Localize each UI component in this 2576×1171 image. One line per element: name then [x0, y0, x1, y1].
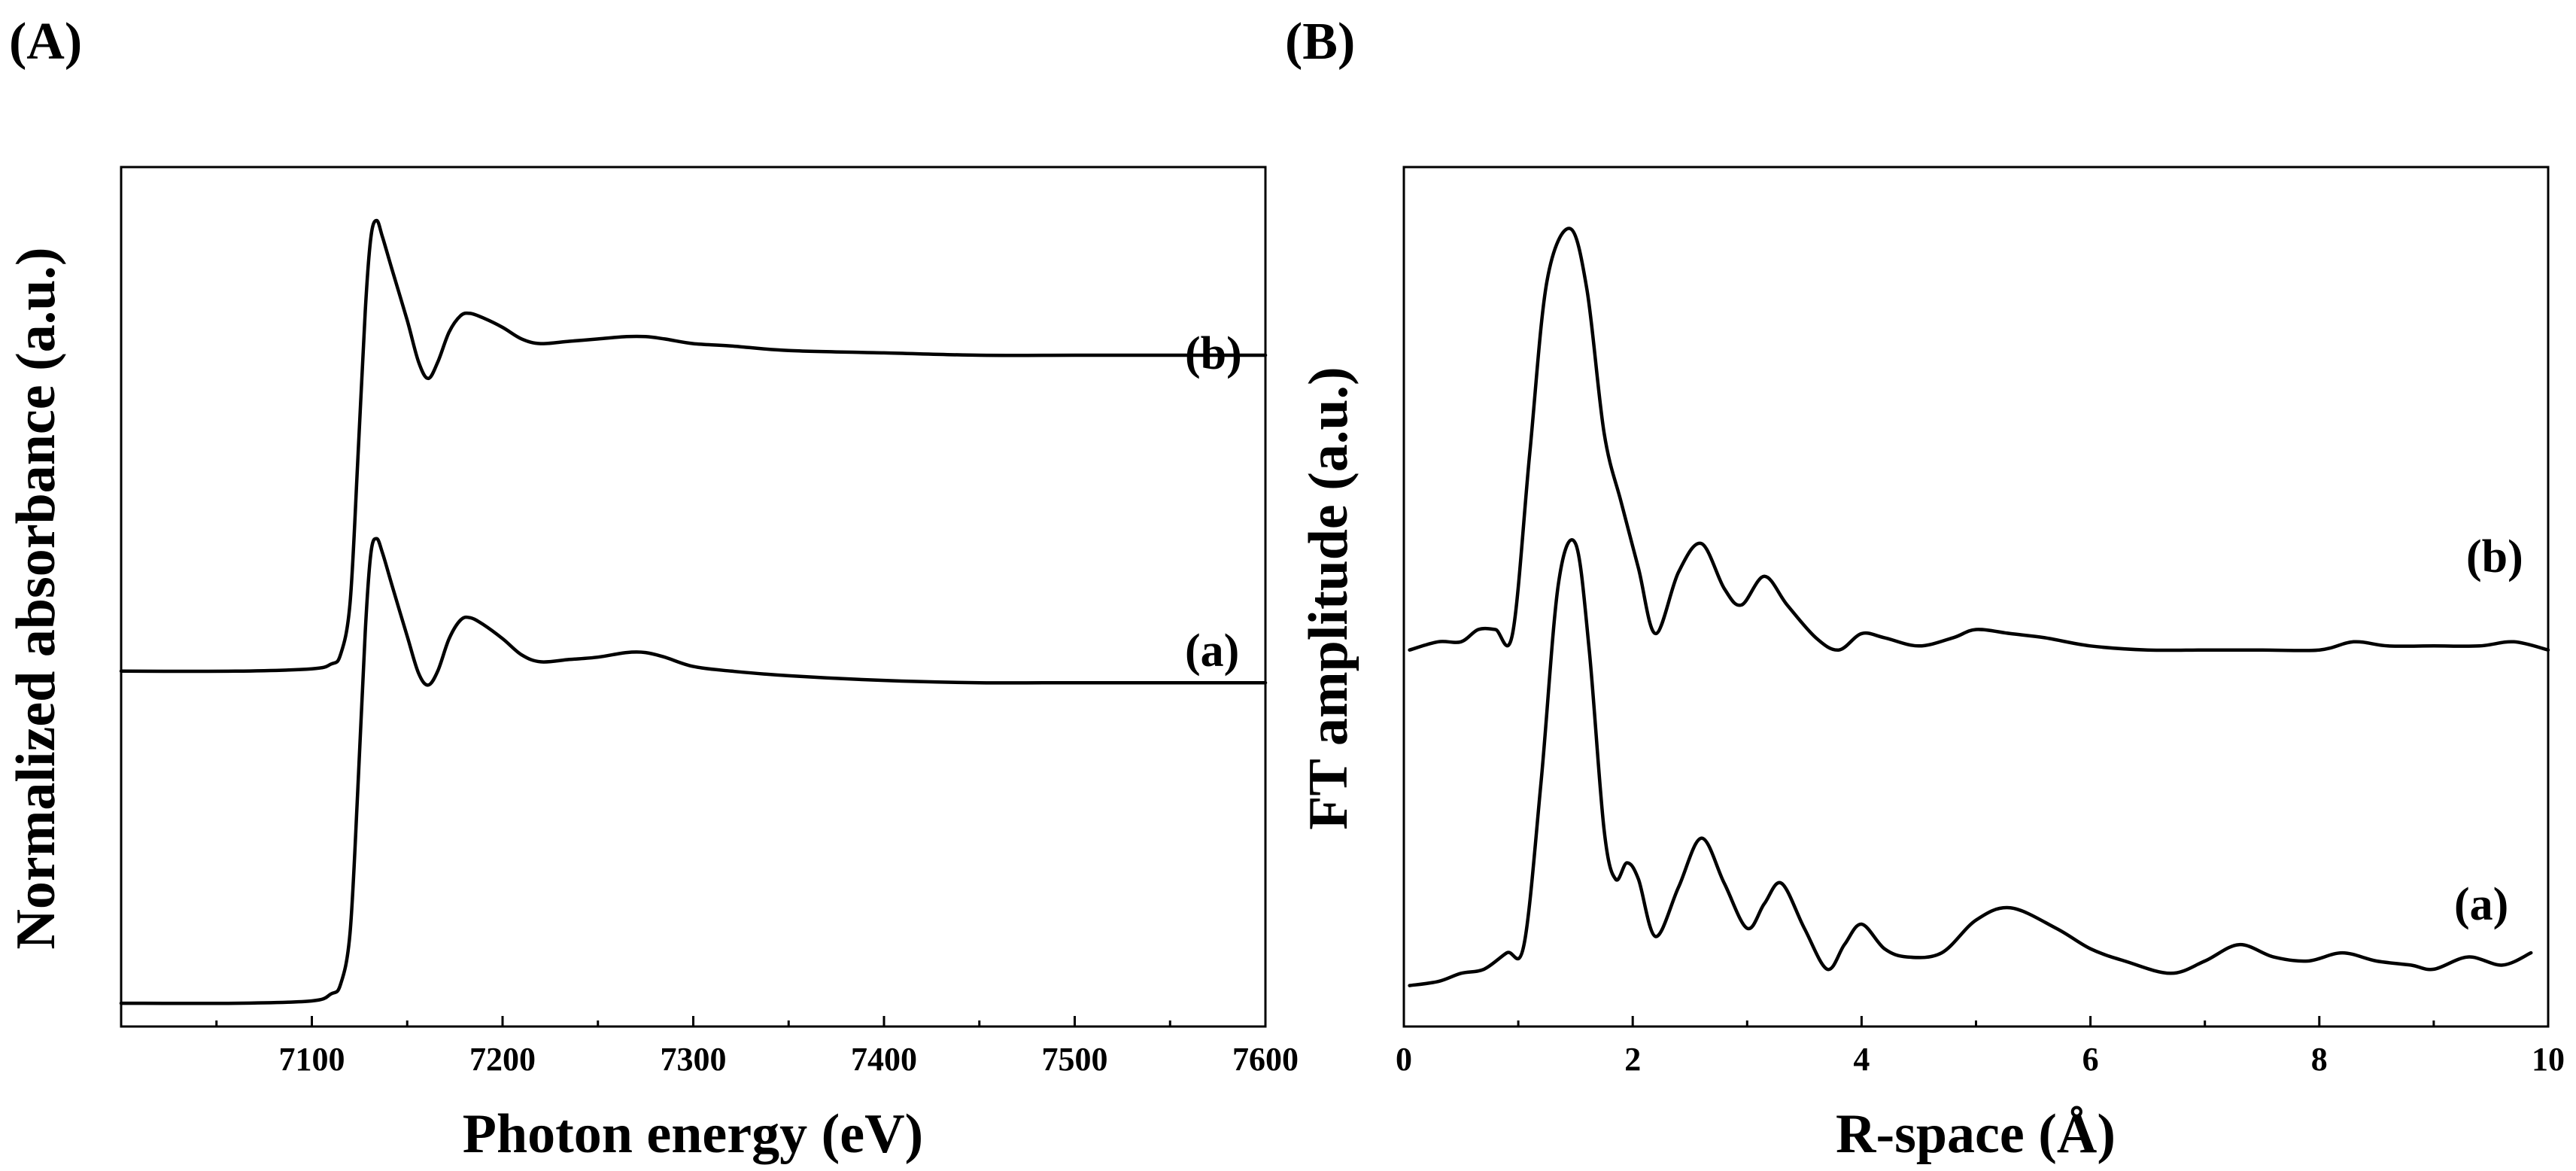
panel-a-label: (A)	[9, 13, 82, 71]
panel-a-series-a-line	[119, 537, 1268, 1005]
panel-b-x-tick-label: 0	[1396, 1041, 1412, 1078]
panel-a-x-axis-title: Photon energy (eV)	[463, 1103, 923, 1165]
panel-b-label: (B)	[1285, 13, 1355, 71]
panel-b-series-label-a: (a)	[2454, 879, 2508, 930]
panel-a-x-tick-label: 7200	[469, 1041, 536, 1078]
panel-b-x-tick-label: 4	[1853, 1041, 1870, 1078]
panel-a-series	[119, 218, 1268, 1005]
panel-b-series-label-b: (b)	[2466, 531, 2523, 582]
panel-a-series-label-b: (b)	[1185, 328, 1242, 379]
panel-b-x-ticks: 0 2 4 6 8 10	[1396, 1016, 2565, 1078]
panel-a-series-b-line	[119, 218, 1268, 674]
panel-b-x-tick-label: 6	[2082, 1041, 2099, 1078]
panel-b-x-tick-label: 2	[1624, 1041, 1641, 1078]
panel-b-x-tick-label: 8	[2311, 1041, 2328, 1078]
panel-b-ft-amplitude-chart: (B) 0 2 4 6 8 10 R-space (Å) FT amplitude (a.…	[1285, 13, 2565, 1165]
panel-a-x-tick-label: 7600	[1232, 1041, 1299, 1078]
panel-a-x-tick-label: 7100	[279, 1041, 345, 1078]
panel-a-x-ticks: 7100 7200 7300 7400 7500 7600	[120, 1016, 1299, 1078]
panel-b-x-tick-label: 10	[2532, 1041, 2565, 1078]
panel-b-plot-frame	[1402, 166, 2550, 1028]
panel-b-series-b-line	[1408, 227, 2550, 652]
panel-b-series-a-line	[1408, 538, 2533, 987]
panel-b-y-axis-title: FT amplitude (a.u.)	[1298, 367, 1359, 829]
panel-a-plot-frame	[120, 166, 1267, 1028]
panel-a-series-label-a: (a)	[1185, 625, 1239, 677]
panel-a-x-tick-label: 7400	[851, 1041, 917, 1078]
panel-b-x-axis-title: R-space (Å)	[1836, 1103, 2116, 1165]
panel-a-x-tick-label: 7500	[1042, 1041, 1108, 1078]
panel-b-series	[1408, 227, 2550, 987]
panel-a-x-tick-label: 7300	[661, 1041, 727, 1078]
panel-a-y-axis-title: Normalized absorbance (a.u.)	[5, 247, 67, 949]
panel-a-absorbance-chart: (A) 7100 7200 7300 7400 7500 7600 Photon ener…	[5, 13, 1299, 1165]
